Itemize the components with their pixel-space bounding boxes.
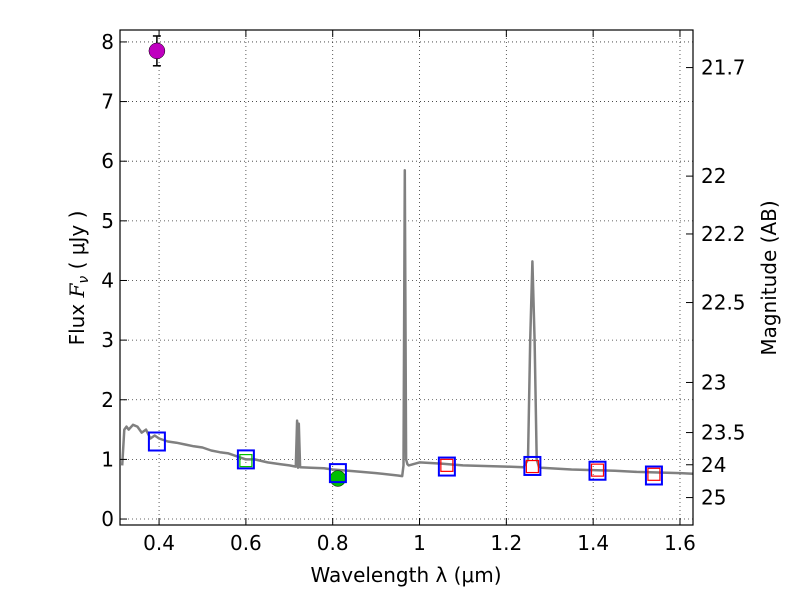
y-tick-label: 4 — [101, 268, 114, 292]
y2-tick-label: 23.5 — [701, 421, 746, 445]
marker-layer — [147, 35, 663, 487]
y-tick-label: 5 — [101, 209, 114, 233]
y-axis-label-subscript: ν — [76, 276, 92, 284]
x-tick-label: 1 — [413, 531, 426, 555]
plot-frame — [119, 29, 694, 526]
model-photometry-square — [588, 460, 607, 481]
residual-square — [590, 463, 605, 477]
model-photometry-square — [644, 465, 663, 486]
x-axis: 0.4 0.6 0.8 1 1.2 1.4 1.6 — [143, 30, 696, 555]
x-tick-label: 1.4 — [577, 531, 609, 555]
x-axis-label: Wavelength λ (μm) — [310, 563, 501, 587]
y2-tick-label: 22 — [701, 164, 726, 188]
x-tick-label: 0.6 — [230, 531, 262, 555]
observed-point — [329, 470, 347, 487]
y2-tick-label: 22.2 — [701, 222, 746, 246]
y2-tick-label: 23 — [701, 370, 726, 394]
model-photometry-square — [147, 431, 166, 452]
spectrum-layer — [120, 168, 694, 478]
y2-tick-label: 21.7 — [701, 56, 746, 80]
y-axis-label-symbol: F — [65, 282, 89, 298]
y-axis-label-suffix: ( μJy ) — [65, 211, 89, 276]
residual-square — [440, 458, 454, 472]
model-photometry-square — [236, 449, 255, 470]
x-tick-label: 0.4 — [143, 531, 175, 555]
grid-layer — [120, 30, 693, 525]
residual-square — [239, 453, 253, 468]
y-tick-label: 7 — [101, 90, 114, 114]
y-tick-label: 3 — [101, 328, 114, 352]
model-photometry-square — [328, 463, 347, 484]
y-tick-label: 1 — [101, 447, 114, 471]
residual-square — [525, 459, 539, 474]
y-tick-label: 8 — [101, 30, 114, 54]
x-tick-label: 1.2 — [490, 531, 522, 555]
model-photometry-square — [437, 456, 456, 477]
x-tick-label: 0.8 — [317, 531, 349, 555]
y-axis-label-prefix: Flux — [65, 297, 89, 345]
y2-tick-label: 25 — [701, 486, 726, 510]
spectrum-line — [120, 168, 694, 478]
y2-tick-label: 24 — [701, 453, 726, 477]
y-tick-label: 0 — [101, 507, 114, 531]
y-axis-label: Flux Fν ( μJy ) — [65, 211, 92, 346]
y2-tick-label: 22.5 — [701, 291, 746, 315]
y2-axis: 21.7 22 22.2 22.5 23 23.5 24 25 — [686, 56, 746, 510]
observed-point — [148, 42, 166, 60]
x-tick-label: 1.6 — [664, 531, 696, 555]
y-tick-label: 2 — [101, 388, 114, 412]
y-tick-label: 6 — [101, 149, 114, 173]
y-axis: 0 1 2 3 4 5 6 7 8 — [101, 30, 127, 531]
y2-axis-label: Magnitude (AB) — [757, 200, 781, 355]
residual-square — [647, 467, 661, 481]
model-photometry-square — [523, 455, 542, 476]
